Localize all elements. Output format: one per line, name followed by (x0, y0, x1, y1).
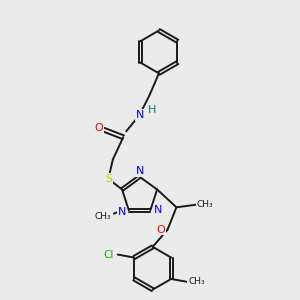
Text: CH₃: CH₃ (94, 212, 111, 220)
Text: Cl: Cl (104, 250, 114, 260)
Text: O: O (157, 225, 165, 235)
Text: N: N (118, 208, 126, 218)
Text: CH₃: CH₃ (197, 200, 214, 209)
Text: O: O (94, 123, 103, 133)
Text: N: N (154, 205, 162, 215)
Text: N: N (135, 110, 144, 120)
Text: CH₃: CH₃ (188, 278, 205, 286)
Text: H: H (148, 106, 156, 116)
Text: N: N (135, 166, 144, 176)
Text: S: S (105, 174, 112, 184)
